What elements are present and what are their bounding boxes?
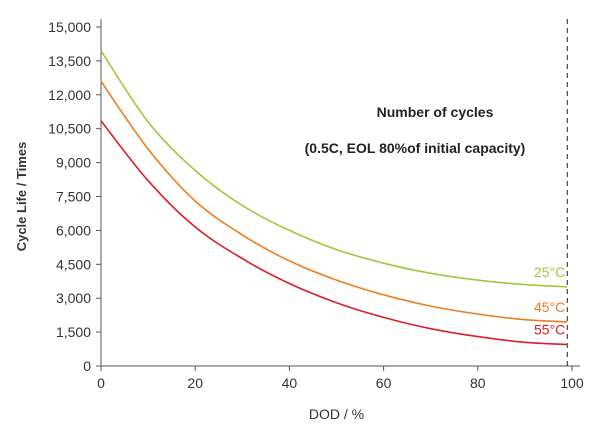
annotation-title: Number of cycles bbox=[377, 104, 494, 120]
x-tick-label: 20 bbox=[187, 375, 203, 391]
y-tick-label: 4,500 bbox=[56, 256, 91, 272]
series-label-3: 55°C bbox=[534, 322, 565, 338]
x-tick-label: 0 bbox=[97, 375, 105, 391]
x-tick-label: 40 bbox=[282, 375, 298, 391]
series-label-1: 25°C bbox=[534, 264, 565, 280]
y-tick-label: 3,000 bbox=[56, 290, 91, 306]
plot-area: 0 1,500 3,000 4,500 6,000 7,500 9,000 10,500 12,… bbox=[48, 19, 584, 391]
annotation-conditions: (0.5C, EOL 80%of initial capacity) bbox=[305, 140, 526, 156]
series-line-2 bbox=[100, 80, 568, 323]
y-tick-label: 13,500 bbox=[48, 53, 91, 69]
series-line-1 bbox=[100, 50, 568, 288]
y-tick-label: 7,500 bbox=[56, 189, 91, 205]
y-tick-label: 15,000 bbox=[48, 19, 91, 35]
y-tick-label: 9,000 bbox=[56, 155, 91, 171]
y-tick-label: 6,000 bbox=[56, 222, 91, 238]
x-axis-title: DOD / % bbox=[309, 406, 364, 422]
y-tick-label: 0 bbox=[83, 358, 91, 374]
y-axis-title: Cycle Life / Times bbox=[14, 142, 29, 252]
series-label-2: 45°C bbox=[534, 299, 565, 315]
series-line-3 bbox=[100, 120, 568, 346]
y-tick-label: 12,000 bbox=[48, 87, 91, 103]
y-tick-label: 10,500 bbox=[48, 121, 91, 137]
x-tick-label: 100 bbox=[560, 375, 584, 391]
y-tick-label: 1,500 bbox=[56, 324, 91, 340]
x-tick-label: 80 bbox=[470, 375, 486, 391]
x-tick-label: 60 bbox=[376, 375, 392, 391]
